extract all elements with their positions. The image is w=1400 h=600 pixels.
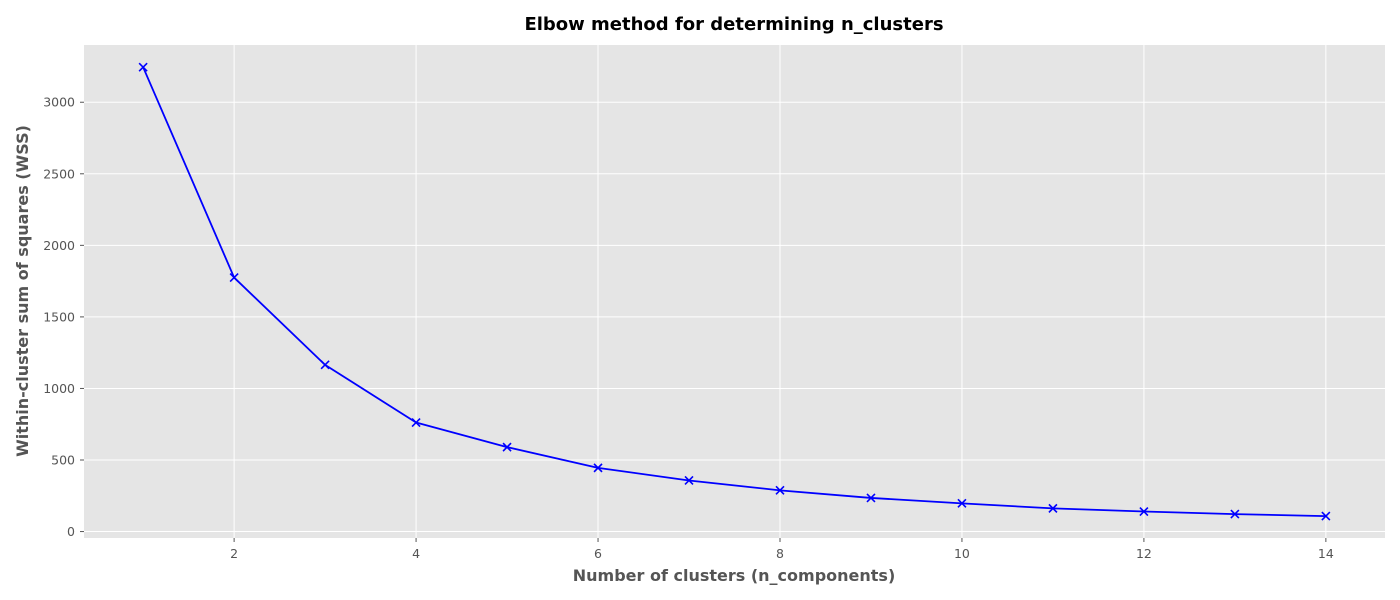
data-point-marker — [1230, 509, 1240, 519]
y-tick-label: 500 — [51, 453, 75, 468]
data-point-marker — [1048, 503, 1058, 513]
y-tick-label: 0 — [67, 524, 75, 539]
series-line — [142, 66, 1326, 517]
y-axis-label: Within-cluster sum of squares (WSS) — [13, 125, 32, 457]
data-point-marker — [411, 417, 421, 428]
y-tick-label: 1500 — [43, 309, 75, 324]
series-layer — [138, 62, 1331, 521]
y-tick-label: 3000 — [43, 95, 75, 110]
x-tick-label: 10 — [954, 546, 970, 561]
data-point-marker — [957, 498, 967, 508]
y-tick-label: 2000 — [43, 238, 75, 253]
data-point-marker — [684, 475, 694, 486]
y-tick-label: 2500 — [43, 166, 75, 181]
data-point-marker — [593, 463, 603, 473]
x-axis-label: Number of clusters (n_components) — [573, 566, 896, 585]
data-point-marker — [866, 493, 876, 503]
chart-title: Elbow method for determining n_clusters — [524, 14, 943, 35]
data-point-marker — [229, 272, 239, 283]
x-tick-label: 4 — [412, 546, 420, 561]
data-point-marker — [1321, 511, 1331, 521]
x-tick-label: 12 — [1136, 546, 1152, 561]
x-tick-label: 8 — [776, 546, 784, 561]
grid — [84, 45, 1385, 538]
data-point-marker — [1139, 506, 1149, 517]
data-point-marker — [138, 62, 148, 72]
axis-ticks: 2 4 6 8 10 12 14 0 500 1000 1500 2000 2500 3000 — [43, 95, 1334, 561]
data-point-marker — [502, 442, 512, 452]
x-tick-label: 2 — [230, 546, 238, 561]
x-tick-label: 6 — [594, 546, 602, 561]
data-point-marker — [320, 360, 330, 370]
plot-area — [84, 45, 1385, 538]
y-tick-label: 1000 — [43, 381, 75, 396]
data-point-marker — [775, 485, 785, 495]
x-tick-label: 14 — [1318, 546, 1334, 561]
